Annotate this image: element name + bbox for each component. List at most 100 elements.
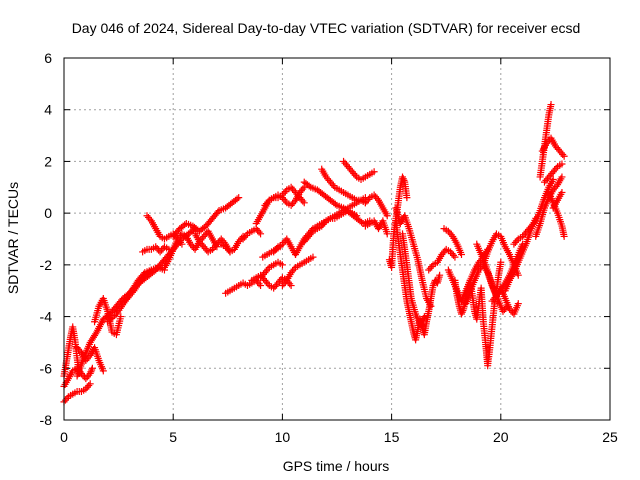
data-point [242, 232, 250, 240]
y-tick-label: -6 [40, 360, 53, 376]
y-axis-label: SDTVAR / TECUs [5, 182, 21, 294]
x-tick-label: 15 [384, 429, 400, 445]
series-arc-26 [300, 178, 374, 227]
series-arc-12 [169, 194, 243, 240]
data-point [281, 197, 289, 205]
data-point [146, 215, 154, 223]
data-point [497, 258, 505, 266]
data-point [559, 151, 567, 159]
data-point [560, 232, 568, 240]
data-point [92, 330, 100, 338]
y-tick-label: 2 [44, 153, 52, 169]
data-point [370, 168, 378, 176]
series-arc-9 [139, 243, 173, 256]
data-point [449, 251, 457, 259]
data-point [429, 282, 437, 290]
data-point [403, 194, 411, 202]
x-tick-label: 10 [275, 429, 291, 445]
data-point [549, 176, 557, 184]
data-point [290, 198, 298, 206]
series-arc-23 [300, 194, 369, 246]
data-point [85, 382, 93, 390]
data-point [264, 265, 272, 273]
data-point [420, 313, 428, 321]
series-arc-50 [549, 188, 566, 212]
data-point [458, 308, 466, 316]
data-point [299, 197, 307, 205]
plot-frame [63, 57, 611, 421]
y-tick-label: -4 [40, 309, 53, 325]
data-point [88, 364, 96, 372]
series-arc-28 [340, 157, 378, 184]
data-point [552, 164, 560, 172]
series-arc-36 [440, 225, 465, 259]
data-point [331, 200, 339, 208]
data-point [558, 160, 566, 168]
data-point [457, 310, 465, 318]
data-point [373, 194, 381, 202]
data-point [514, 271, 522, 279]
data-point [491, 294, 499, 302]
data-point [87, 368, 95, 376]
series-arc-30 [361, 217, 391, 238]
data-point [117, 313, 125, 321]
y-tick-label: 0 [44, 205, 52, 221]
data-point [86, 380, 94, 388]
data-point [308, 229, 316, 237]
data-point [76, 347, 84, 355]
data-point [257, 230, 265, 238]
data-point [255, 228, 263, 236]
data-point [255, 280, 263, 288]
axis-ticks: 0 5 10 15 20 25 -8 -6 -4 -2 0 2 4 6 [40, 50, 618, 445]
data-point [287, 282, 295, 290]
data-point [86, 369, 94, 377]
data-point [321, 219, 329, 227]
data-point [558, 173, 566, 181]
series-arc-35 [425, 245, 459, 274]
data-point [264, 280, 272, 288]
y-tick-label: 4 [44, 102, 52, 118]
data-point [457, 251, 465, 259]
data-point [235, 194, 243, 202]
data-point [383, 212, 391, 220]
data-points [60, 101, 568, 406]
series-arc-44 [510, 176, 557, 248]
data-point [178, 240, 186, 248]
data-point [305, 182, 313, 190]
data-point [290, 265, 298, 273]
data-point [273, 244, 281, 252]
series-arc-5 [73, 225, 199, 380]
series-arc-32 [392, 217, 444, 344]
series-arc-18 [257, 258, 286, 282]
series-arc-48 [540, 160, 566, 186]
data-point [547, 101, 555, 109]
chart-title: Day 046 of 2024, Sidereal Day-to-day VTE… [72, 20, 581, 36]
series-arc-16 [239, 225, 265, 243]
data-point [447, 231, 455, 239]
data-point [257, 282, 265, 290]
y-tick-label: -8 [40, 412, 53, 428]
data-point [351, 171, 359, 179]
data-point [399, 175, 407, 183]
series-arc-34 [399, 230, 428, 328]
data-point [552, 182, 560, 190]
series-arc-21 [278, 253, 317, 290]
data-point [400, 176, 408, 184]
series-arc-8 [121, 263, 168, 305]
y-tick-label: 6 [44, 50, 52, 66]
data-point [281, 188, 289, 196]
data-point [399, 173, 407, 181]
y-tick-label: -2 [40, 257, 53, 273]
data-point [85, 353, 93, 361]
data-point [514, 300, 522, 308]
data-point [300, 199, 308, 207]
data-point [513, 237, 521, 245]
data-point [428, 263, 436, 271]
x-tick-label: 25 [602, 429, 618, 445]
data-point [451, 253, 459, 261]
data-point [558, 188, 566, 196]
data-point [299, 185, 307, 193]
data-point [99, 367, 107, 375]
data-point [281, 278, 289, 286]
